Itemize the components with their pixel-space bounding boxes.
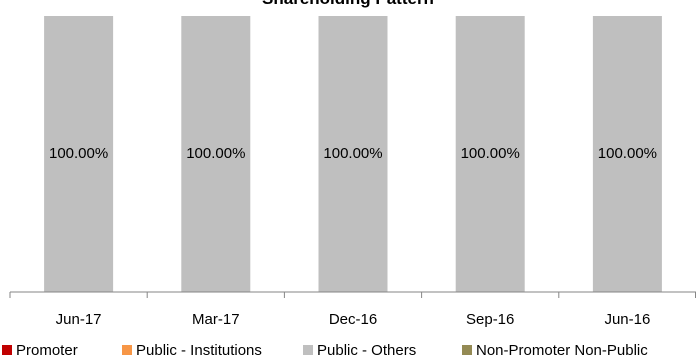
data-label: 100.00%: [461, 145, 520, 162]
legend-label: Public - Institutions: [136, 342, 262, 359]
legend-swatch: [462, 345, 472, 355]
legend-swatch: [303, 345, 313, 355]
bar-sep-16-series-2: [455, 16, 525, 292]
bar-jun-17-series-2: [44, 16, 114, 292]
x-tick-label: Dec-16: [329, 311, 377, 328]
data-label: 100.00%: [186, 145, 245, 162]
x-tick-label: Sep-16: [466, 311, 514, 328]
bar-mar-17-series-2: [181, 16, 251, 292]
legend-swatch: [2, 345, 12, 355]
data-label: 100.00%: [598, 145, 657, 162]
legend-label: Promoter: [16, 342, 78, 359]
x-tick-label: Mar-17: [192, 311, 240, 328]
chart-title: Shareholding Pattern: [262, 0, 434, 8]
data-label: 100.00%: [49, 145, 108, 162]
x-tick-label: Jun-16: [604, 311, 650, 328]
legend: Promoter Public - Institutions Public - Ot…: [2, 342, 648, 359]
x-tick-label: Jun-17: [56, 311, 102, 328]
bar-jun-16-series-2: [592, 16, 662, 292]
legend-swatch: [122, 345, 132, 355]
bar-dec-16-series-2: [318, 16, 388, 292]
legend-label: Non-Promoter Non-Public: [476, 342, 648, 359]
legend-label: Public - Others: [317, 342, 416, 359]
x-axis: Jun-17 Mar-17 Dec-16 Sep-16 Jun-16: [9, 291, 696, 328]
data-label: 100.00%: [323, 145, 382, 162]
bar-area: 100.00% 100.00% 100.00% 100.00% 100.00%: [44, 16, 662, 292]
